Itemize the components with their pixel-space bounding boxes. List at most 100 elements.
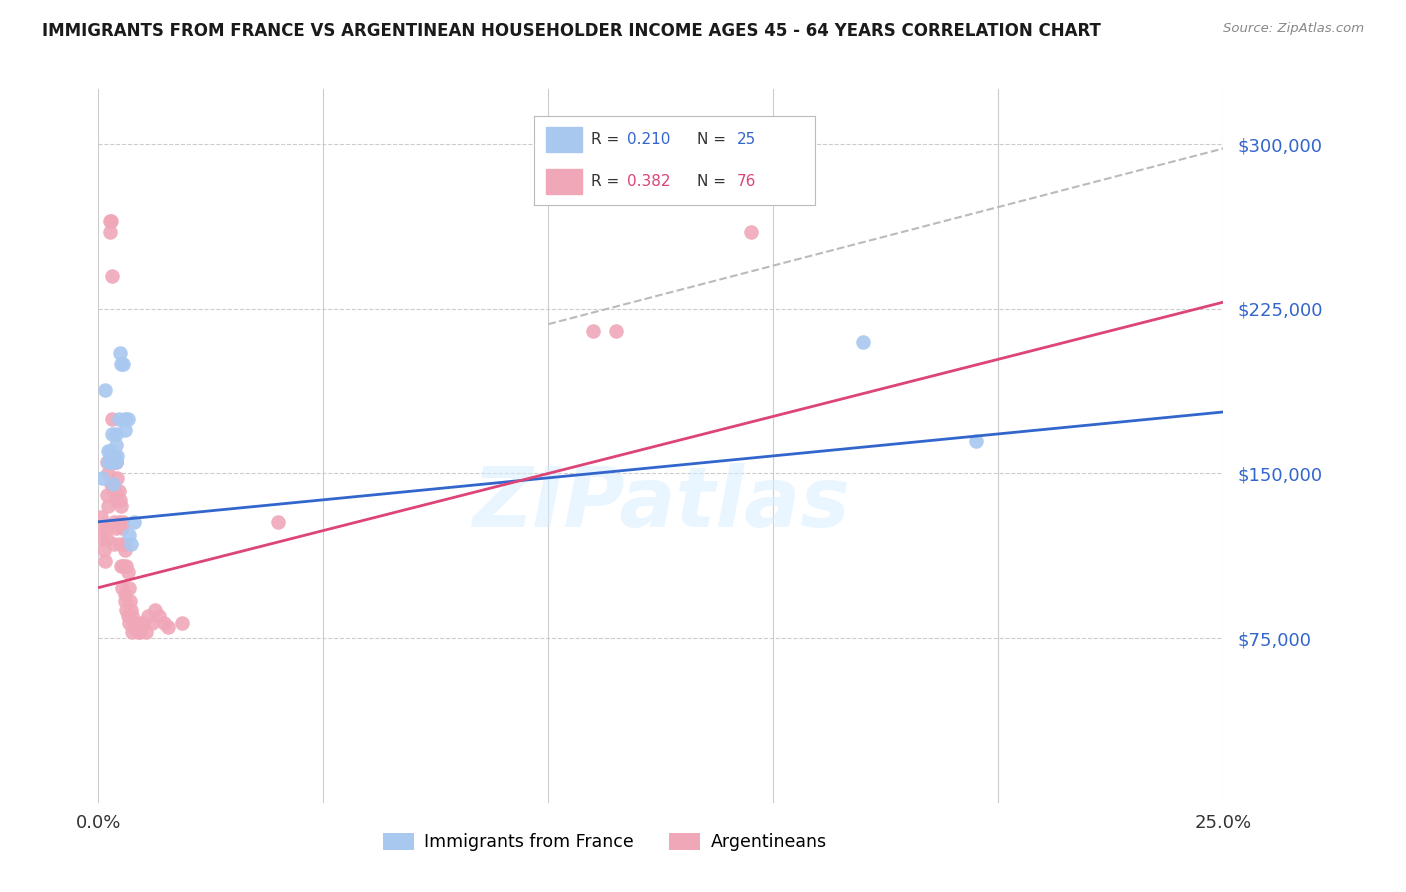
Point	[103, 537, 125, 551]
Point	[93, 543, 115, 558]
Point	[96, 455, 118, 469]
Point	[118, 594, 141, 608]
Point	[115, 602, 138, 616]
Point	[128, 624, 150, 639]
Point	[117, 411, 139, 425]
Point	[605, 324, 627, 338]
Point	[103, 449, 125, 463]
Point	[104, 488, 127, 502]
Text: R =: R =	[591, 132, 624, 146]
Point	[114, 411, 136, 425]
Point	[122, 515, 145, 529]
Point	[107, 515, 129, 529]
Point	[136, 609, 159, 624]
Point	[98, 214, 121, 228]
Point	[100, 477, 122, 491]
Point	[125, 620, 148, 634]
Point	[105, 492, 128, 507]
Text: 0.210: 0.210	[627, 132, 671, 146]
Point	[852, 334, 875, 349]
Text: ZIPatlas: ZIPatlas	[472, 463, 849, 543]
Point	[114, 537, 136, 551]
Point	[132, 615, 155, 630]
Point	[98, 225, 121, 239]
Text: N =: N =	[697, 175, 731, 189]
Point	[170, 615, 193, 630]
Point	[128, 615, 150, 630]
Text: Source: ZipAtlas.com: Source: ZipAtlas.com	[1223, 22, 1364, 36]
Point	[101, 268, 124, 283]
Point	[103, 483, 125, 498]
Point	[96, 533, 118, 547]
Point	[94, 383, 117, 397]
Point	[124, 615, 146, 630]
Point	[91, 533, 114, 547]
Point	[582, 324, 605, 338]
Point	[107, 483, 129, 498]
Point	[121, 609, 143, 624]
Point	[101, 455, 124, 469]
Text: N =: N =	[697, 132, 731, 146]
Point	[111, 581, 134, 595]
Bar	[546, 127, 582, 152]
Point	[101, 426, 124, 441]
Point	[118, 528, 141, 542]
Point	[101, 411, 124, 425]
Point	[148, 609, 170, 624]
Point	[115, 558, 138, 573]
Point	[135, 624, 157, 639]
Point	[105, 521, 128, 535]
Point	[114, 543, 136, 558]
Point	[97, 444, 120, 458]
Point	[111, 521, 134, 535]
Point	[105, 426, 128, 441]
Point	[120, 537, 142, 551]
Legend: Immigrants from France, Argentineans: Immigrants from France, Argentineans	[375, 826, 834, 858]
Point	[108, 345, 131, 359]
Point	[96, 488, 118, 502]
Point	[101, 455, 124, 469]
Point	[97, 467, 120, 481]
Point	[96, 521, 118, 535]
Bar	[546, 169, 582, 194]
Text: 76: 76	[737, 175, 756, 189]
Point	[91, 521, 114, 535]
Point	[110, 357, 132, 371]
Point	[104, 455, 127, 469]
Point	[105, 455, 128, 469]
Point	[267, 515, 290, 529]
Point	[114, 587, 136, 601]
Point	[112, 515, 135, 529]
Text: 25: 25	[737, 132, 756, 146]
Point	[94, 554, 117, 568]
Point	[740, 225, 762, 239]
Point	[117, 566, 139, 580]
Point	[101, 477, 124, 491]
Point	[110, 500, 132, 514]
Point	[112, 357, 135, 371]
Point	[108, 537, 131, 551]
Point	[97, 500, 120, 514]
Point	[117, 609, 139, 624]
Point	[121, 624, 143, 639]
Point	[107, 411, 129, 425]
Point	[129, 620, 152, 634]
Point	[118, 581, 141, 595]
Point	[103, 515, 125, 529]
Point	[157, 620, 180, 634]
Point	[98, 444, 121, 458]
Point	[97, 455, 120, 469]
Point	[965, 434, 987, 448]
Point	[105, 449, 128, 463]
Point	[112, 558, 135, 573]
Point	[124, 620, 146, 634]
Text: R =: R =	[591, 175, 624, 189]
Point	[118, 615, 141, 630]
Point	[141, 615, 163, 630]
Point	[91, 471, 114, 485]
Point	[104, 438, 127, 452]
Point	[110, 558, 132, 573]
Point	[120, 602, 142, 616]
Point	[143, 602, 166, 616]
Point	[100, 214, 122, 228]
